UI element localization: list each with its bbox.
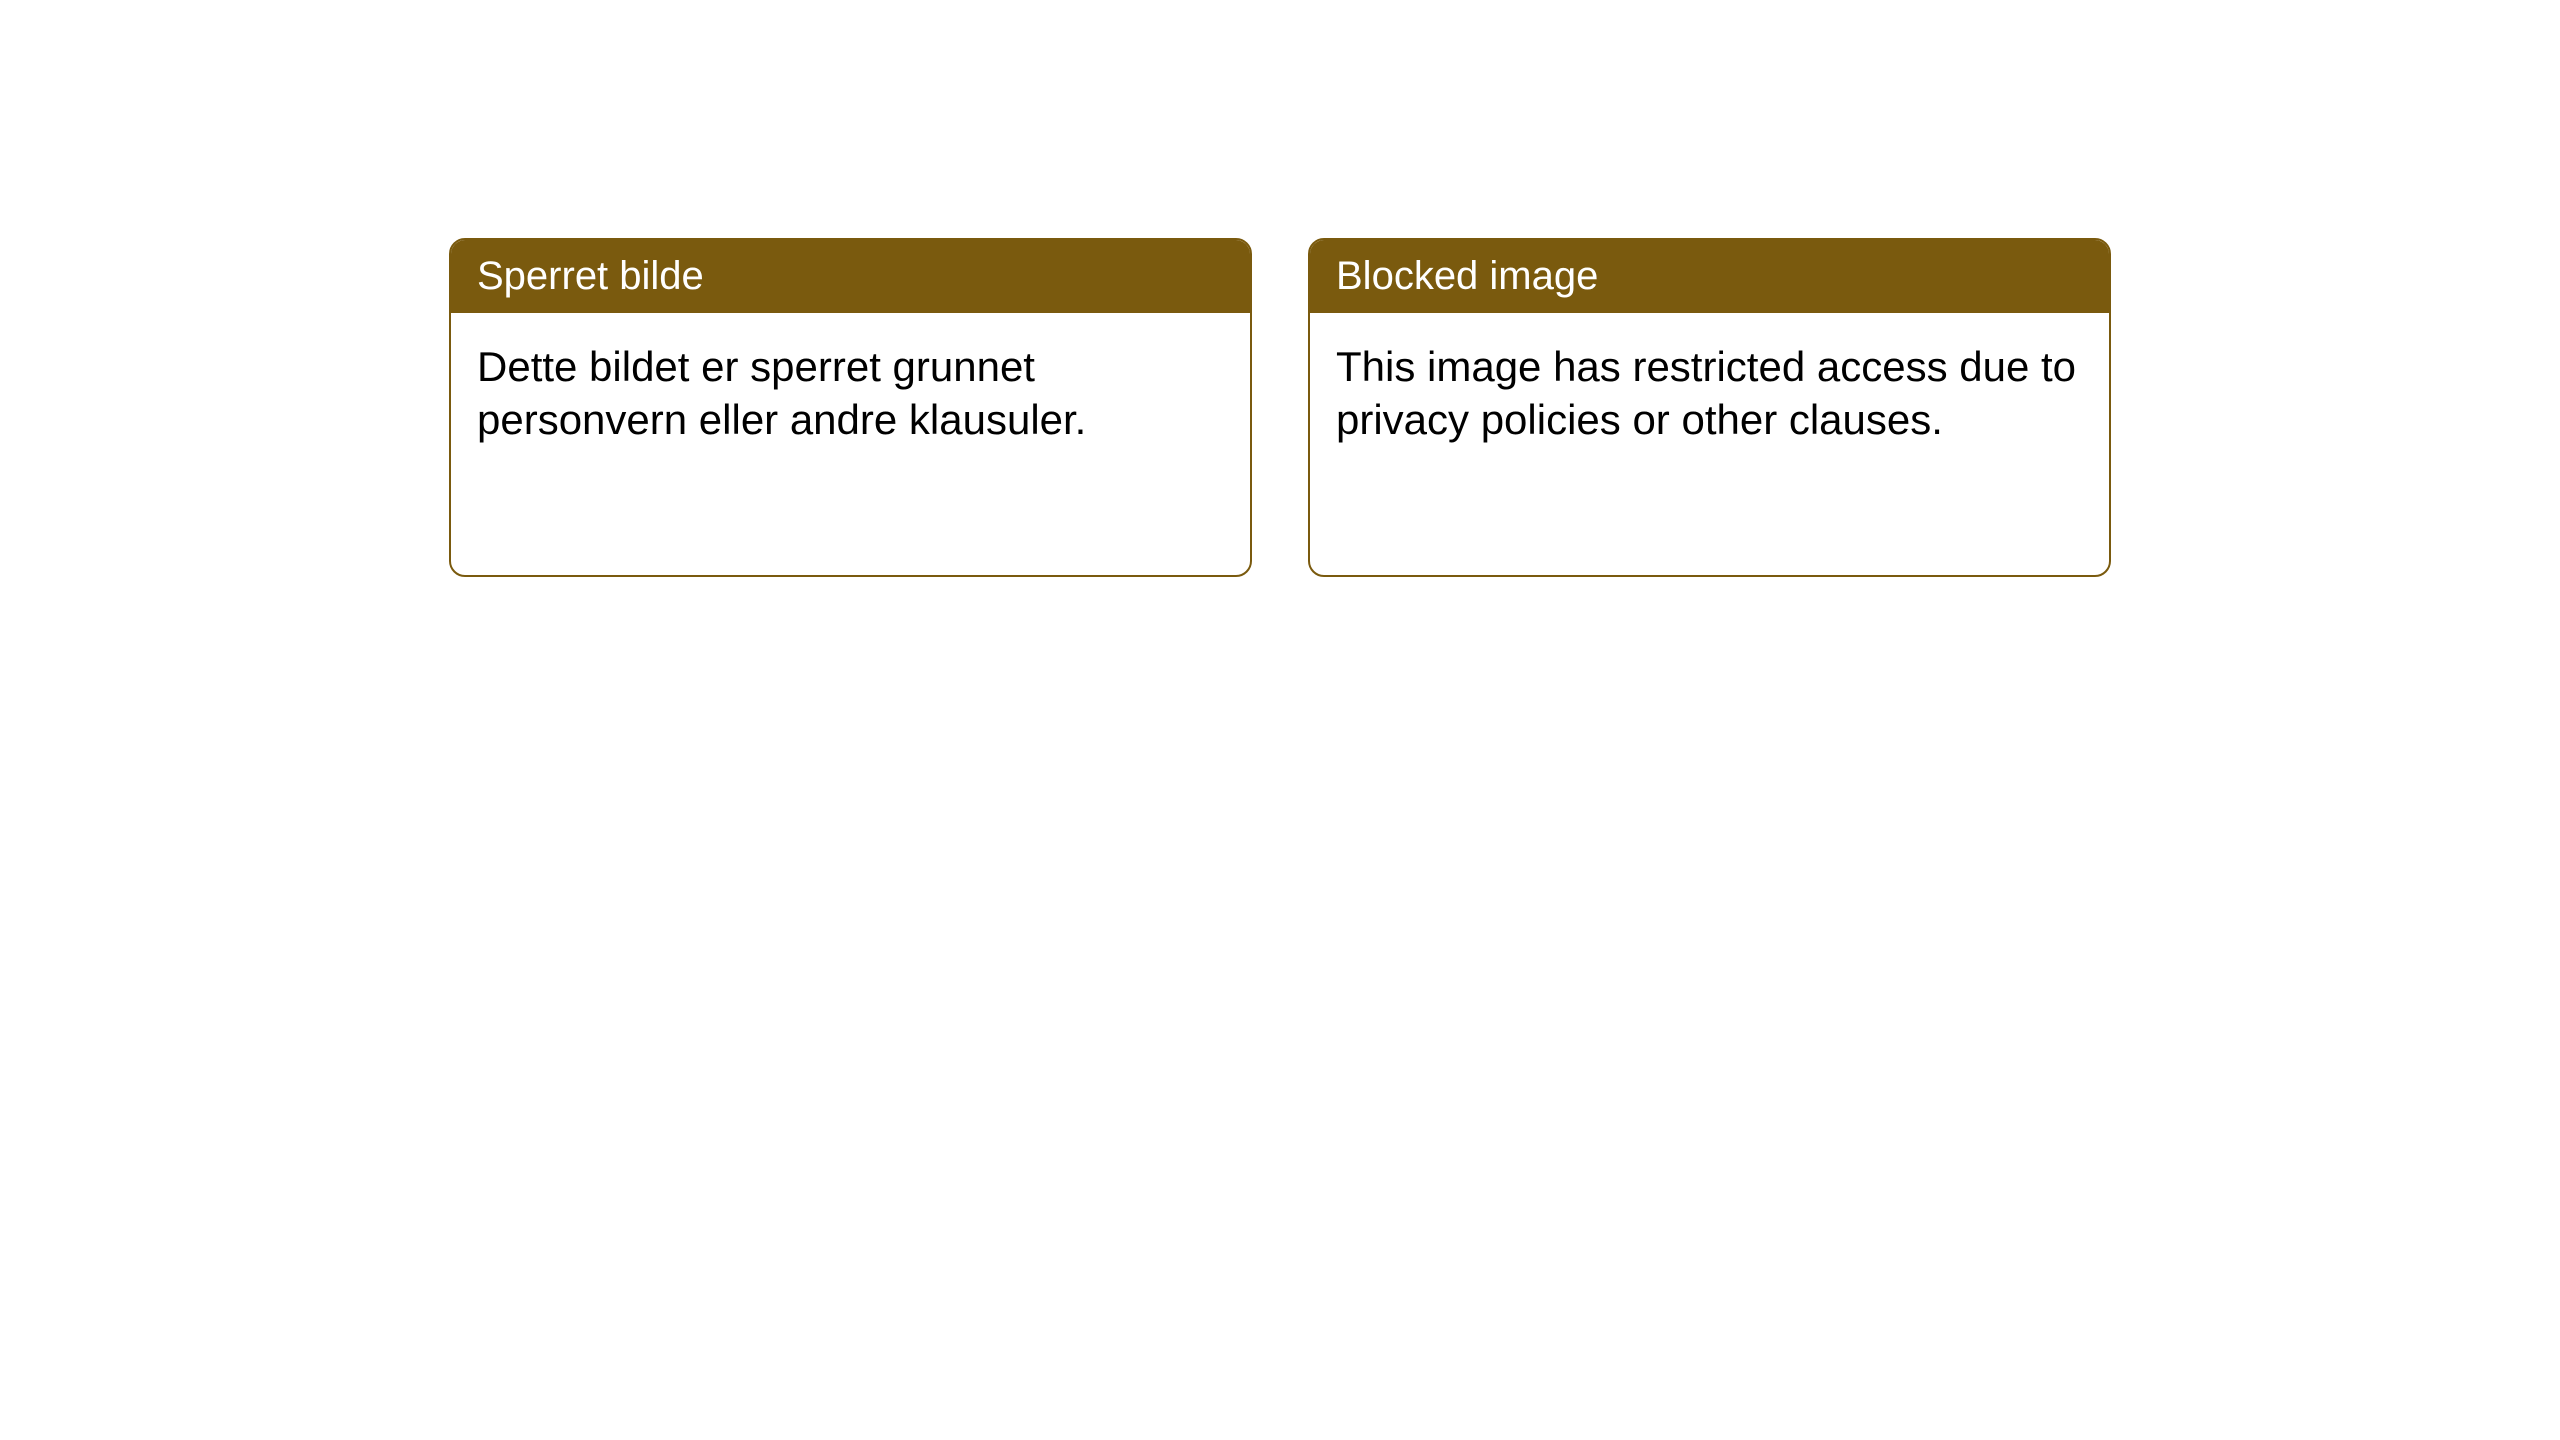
notice-body-text: Dette bildet er sperret grunnet personve… — [477, 343, 1086, 443]
notice-body-text: This image has restricted access due to … — [1336, 343, 2076, 443]
notice-title: Sperret bilde — [477, 254, 704, 298]
notice-card-english: Blocked image This image has restricted … — [1308, 238, 2111, 577]
notice-cards-container: Sperret bilde Dette bildet er sperret gr… — [449, 238, 2111, 577]
notice-title: Blocked image — [1336, 254, 1598, 298]
notice-card-header: Blocked image — [1310, 240, 2109, 313]
notice-card-body: Dette bildet er sperret grunnet personve… — [451, 313, 1250, 474]
notice-card-body: This image has restricted access due to … — [1310, 313, 2109, 474]
notice-card-header: Sperret bilde — [451, 240, 1250, 313]
notice-card-norwegian: Sperret bilde Dette bildet er sperret gr… — [449, 238, 1252, 577]
